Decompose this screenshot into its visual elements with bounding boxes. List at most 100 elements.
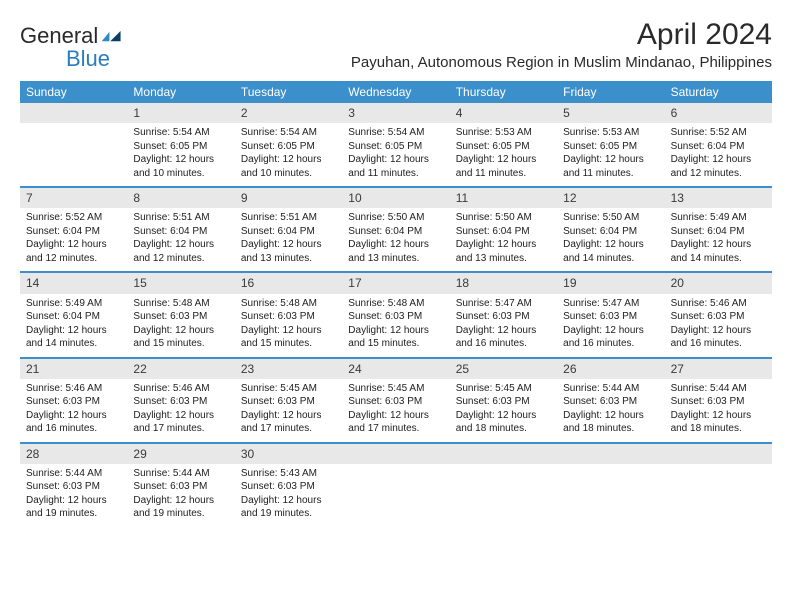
- weekday-wednesday: Wednesday: [342, 81, 449, 103]
- day-cell-16: 16Sunrise: 5:48 AMSunset: 6:03 PMDayligh…: [235, 273, 342, 356]
- sunset-line: Sunset: 6:05 PM: [241, 140, 336, 154]
- day-number: 25: [450, 359, 557, 379]
- day-details: Sunrise: 5:49 AMSunset: 6:04 PMDaylight:…: [665, 208, 772, 271]
- daylight-line: Daylight: 12 hours and 16 minutes.: [671, 324, 766, 351]
- daylight-line: Daylight: 12 hours and 13 minutes.: [348, 238, 443, 265]
- day-number: 24: [342, 359, 449, 379]
- day-cell-6: 6Sunrise: 5:52 AMSunset: 6:04 PMDaylight…: [665, 103, 772, 186]
- day-details: Sunrise: 5:44 AMSunset: 6:03 PMDaylight:…: [20, 464, 127, 527]
- logo-text-general: General: [20, 24, 98, 47]
- sunset-line: Sunset: 6:04 PM: [563, 225, 658, 239]
- day-details: Sunrise: 5:44 AMSunset: 6:03 PMDaylight:…: [665, 379, 772, 442]
- sunrise-line: Sunrise: 5:43 AM: [241, 467, 336, 481]
- week-row: 1Sunrise: 5:54 AMSunset: 6:05 PMDaylight…: [20, 103, 772, 188]
- sunset-line: Sunset: 6:03 PM: [26, 480, 121, 494]
- day-number: 16: [235, 273, 342, 293]
- day-cell-26: 26Sunrise: 5:44 AMSunset: 6:03 PMDayligh…: [557, 359, 664, 442]
- day-cell-11: 11Sunrise: 5:50 AMSunset: 6:04 PMDayligh…: [450, 188, 557, 271]
- day-number: 15: [127, 273, 234, 293]
- day-details: Sunrise: 5:43 AMSunset: 6:03 PMDaylight:…: [235, 464, 342, 527]
- day-cell-2: 2Sunrise: 5:54 AMSunset: 6:05 PMDaylight…: [235, 103, 342, 186]
- daylight-line: Daylight: 12 hours and 15 minutes.: [133, 324, 228, 351]
- day-details: Sunrise: 5:46 AMSunset: 6:03 PMDaylight:…: [20, 379, 127, 442]
- sunrise-line: Sunrise: 5:44 AM: [671, 382, 766, 396]
- daylight-line: Daylight: 12 hours and 11 minutes.: [563, 153, 658, 180]
- sunrise-line: Sunrise: 5:54 AM: [241, 126, 336, 140]
- sunset-line: Sunset: 6:03 PM: [133, 395, 228, 409]
- sunset-line: Sunset: 6:03 PM: [241, 480, 336, 494]
- sunrise-line: Sunrise: 5:48 AM: [241, 297, 336, 311]
- daylight-line: Daylight: 12 hours and 17 minutes.: [133, 409, 228, 436]
- day-cell-18: 18Sunrise: 5:47 AMSunset: 6:03 PMDayligh…: [450, 273, 557, 356]
- day-number: 14: [20, 273, 127, 293]
- page-header: GeneralBlue April 2024 Payuhan, Autonomo…: [20, 18, 772, 71]
- sunset-line: Sunset: 6:03 PM: [563, 395, 658, 409]
- day-cell-5: 5Sunrise: 5:53 AMSunset: 6:05 PMDaylight…: [557, 103, 664, 186]
- day-cell-13: 13Sunrise: 5:49 AMSunset: 6:04 PMDayligh…: [665, 188, 772, 271]
- day-cell-23: 23Sunrise: 5:45 AMSunset: 6:03 PMDayligh…: [235, 359, 342, 442]
- sunrise-line: Sunrise: 5:53 AM: [563, 126, 658, 140]
- day-number: [342, 444, 449, 464]
- daylight-line: Daylight: 12 hours and 12 minutes.: [133, 238, 228, 265]
- day-details: Sunrise: 5:46 AMSunset: 6:03 PMDaylight:…: [127, 379, 234, 442]
- sunrise-line: Sunrise: 5:54 AM: [348, 126, 443, 140]
- day-number: 4: [450, 103, 557, 123]
- day-cell-19: 19Sunrise: 5:47 AMSunset: 6:03 PMDayligh…: [557, 273, 664, 356]
- sunrise-line: Sunrise: 5:46 AM: [133, 382, 228, 396]
- day-number: 5: [557, 103, 664, 123]
- sunset-line: Sunset: 6:03 PM: [26, 395, 121, 409]
- sunrise-line: Sunrise: 5:45 AM: [456, 382, 551, 396]
- sunrise-line: Sunrise: 5:49 AM: [671, 211, 766, 225]
- day-number: 11: [450, 188, 557, 208]
- sunset-line: Sunset: 6:03 PM: [671, 310, 766, 324]
- sunrise-line: Sunrise: 5:46 AM: [671, 297, 766, 311]
- daylight-line: Daylight: 12 hours and 14 minutes.: [26, 324, 121, 351]
- day-details: Sunrise: 5:52 AMSunset: 6:04 PMDaylight:…: [665, 123, 772, 186]
- sunset-line: Sunset: 6:03 PM: [348, 310, 443, 324]
- day-cell-14: 14Sunrise: 5:49 AMSunset: 6:04 PMDayligh…: [20, 273, 127, 356]
- week-row: 21Sunrise: 5:46 AMSunset: 6:03 PMDayligh…: [20, 359, 772, 444]
- sunrise-line: Sunrise: 5:50 AM: [348, 211, 443, 225]
- day-number: 21: [20, 359, 127, 379]
- day-details: Sunrise: 5:53 AMSunset: 6:05 PMDaylight:…: [450, 123, 557, 186]
- sunset-line: Sunset: 6:04 PM: [26, 225, 121, 239]
- sunrise-line: Sunrise: 5:51 AM: [241, 211, 336, 225]
- sunrise-line: Sunrise: 5:53 AM: [456, 126, 551, 140]
- day-cell-1: 1Sunrise: 5:54 AMSunset: 6:05 PMDaylight…: [127, 103, 234, 186]
- sunset-line: Sunset: 6:05 PM: [133, 140, 228, 154]
- sunrise-line: Sunrise: 5:50 AM: [456, 211, 551, 225]
- day-number: 27: [665, 359, 772, 379]
- sunrise-line: Sunrise: 5:52 AM: [26, 211, 121, 225]
- day-cell-21: 21Sunrise: 5:46 AMSunset: 6:03 PMDayligh…: [20, 359, 127, 442]
- logo-text-blue: Blue: [66, 47, 123, 70]
- day-details: Sunrise: 5:53 AMSunset: 6:05 PMDaylight:…: [557, 123, 664, 186]
- sunrise-line: Sunrise: 5:54 AM: [133, 126, 228, 140]
- weekday-friday: Friday: [557, 81, 664, 103]
- week-row: 28Sunrise: 5:44 AMSunset: 6:03 PMDayligh…: [20, 444, 772, 527]
- weekday-tuesday: Tuesday: [235, 81, 342, 103]
- day-cell-24: 24Sunrise: 5:45 AMSunset: 6:03 PMDayligh…: [342, 359, 449, 442]
- week-row: 7Sunrise: 5:52 AMSunset: 6:04 PMDaylight…: [20, 188, 772, 273]
- sunset-line: Sunset: 6:04 PM: [133, 225, 228, 239]
- day-details: Sunrise: 5:48 AMSunset: 6:03 PMDaylight:…: [342, 294, 449, 357]
- sunset-line: Sunset: 6:04 PM: [456, 225, 551, 239]
- day-number: 13: [665, 188, 772, 208]
- day-number: 10: [342, 188, 449, 208]
- daylight-line: Daylight: 12 hours and 15 minutes.: [348, 324, 443, 351]
- sunset-line: Sunset: 6:03 PM: [241, 310, 336, 324]
- sunrise-line: Sunrise: 5:45 AM: [348, 382, 443, 396]
- logo-flag-icon: [101, 24, 123, 47]
- day-number: 19: [557, 273, 664, 293]
- day-cell-12: 12Sunrise: 5:50 AMSunset: 6:04 PMDayligh…: [557, 188, 664, 271]
- day-cell-15: 15Sunrise: 5:48 AMSunset: 6:03 PMDayligh…: [127, 273, 234, 356]
- day-number: 17: [342, 273, 449, 293]
- sunrise-line: Sunrise: 5:51 AM: [133, 211, 228, 225]
- day-details: Sunrise: 5:54 AMSunset: 6:05 PMDaylight:…: [342, 123, 449, 186]
- day-number: 20: [665, 273, 772, 293]
- day-details: Sunrise: 5:50 AMSunset: 6:04 PMDaylight:…: [342, 208, 449, 271]
- day-cell-10: 10Sunrise: 5:50 AMSunset: 6:04 PMDayligh…: [342, 188, 449, 271]
- day-cell-25: 25Sunrise: 5:45 AMSunset: 6:03 PMDayligh…: [450, 359, 557, 442]
- sunrise-line: Sunrise: 5:48 AM: [133, 297, 228, 311]
- day-cell-9: 9Sunrise: 5:51 AMSunset: 6:04 PMDaylight…: [235, 188, 342, 271]
- day-number: 6: [665, 103, 772, 123]
